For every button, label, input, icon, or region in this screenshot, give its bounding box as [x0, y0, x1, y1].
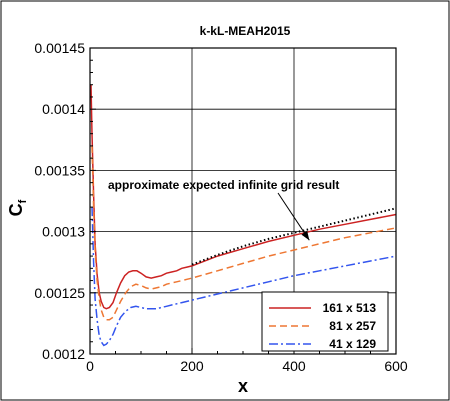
legend-entries: 161 x 513 81 x 257 41 x 129	[269, 301, 376, 351]
legend: 161 x 513 81 x 257 41 x 129	[261, 291, 389, 352]
y-tick-label: 0.00125	[34, 285, 85, 301]
series-line-2	[91, 145, 397, 321]
annotation-arrowhead	[301, 230, 310, 241]
legend-label: 161 x 513	[323, 301, 377, 315]
y-tick-label: 0.00145	[34, 40, 85, 56]
x-axis-label: x	[238, 376, 248, 396]
axis-ticks: 0 200 400 600 0.0012 0.00125 0.0013 0.00135 0.00…	[34, 40, 408, 374]
annotation-text: approximate expected infinite grid resul…	[108, 178, 339, 192]
annotation: approximate expected infinite grid resul…	[108, 178, 339, 241]
x-tick-label: 400	[282, 358, 306, 374]
y-tick-label: 0.0012	[42, 346, 85, 362]
x-tick-label: 600	[384, 358, 408, 374]
chart-title: k-kL-MEAH2015	[200, 24, 291, 38]
series-line-3	[91, 207, 397, 347]
annotation-arrow	[277, 192, 310, 241]
y-axis-label-subscript: f	[17, 199, 29, 203]
legend-label: 41 x 129	[329, 337, 376, 351]
y-tick-label: 0.0014	[42, 101, 85, 117]
legend-label: 81 x 257	[329, 319, 376, 333]
legend-box	[261, 291, 389, 352]
x-tick-label: 200	[180, 358, 204, 374]
x-tick-label: 0	[86, 358, 94, 374]
svg-text:Cf: Cf	[6, 199, 29, 216]
y-axis-label-main: C	[6, 203, 26, 216]
series-line-1	[90, 84, 397, 310]
y-tick-label: 0.0013	[42, 224, 85, 240]
y-axis-label: Cf	[6, 199, 29, 216]
data-series	[90, 84, 397, 347]
series-line-4	[191, 207, 397, 266]
y-tick-label: 0.00135	[34, 162, 85, 178]
